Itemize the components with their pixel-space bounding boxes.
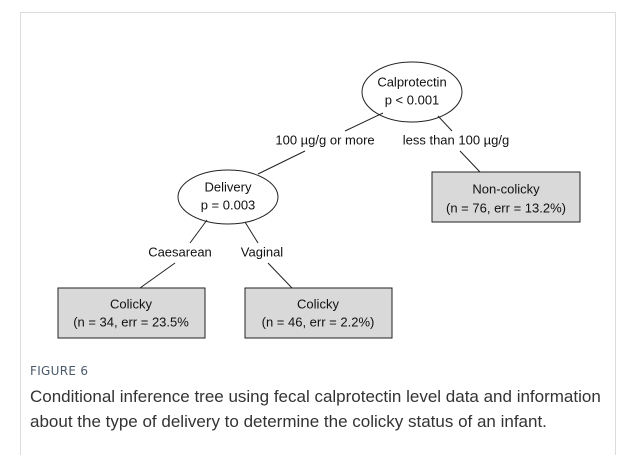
edge-line [459,150,481,173]
edge-line [267,262,293,289]
tree-diagram: 100 µg/g or more less than 100 µg/g Caes… [57,61,581,339]
split-node [361,61,463,123]
node-text: p < 0.001 [385,92,440,107]
figure-caption: Conditional inference tree using fecal c… [30,387,601,431]
node-text: Calprotectin [377,74,446,89]
edge-label: Vaginal [241,244,284,259]
node-text: p = 0.003 [201,197,256,212]
node-text: (n = 46, err = 2.2%) [262,314,375,329]
node-text: (n = 76, err = 13.2%) [446,200,566,215]
edge-line [344,112,384,132]
node-text: Colicky [110,296,152,311]
edge-label: less than 100 µg/g [403,132,510,147]
leaf-node [244,287,393,339]
edge-line [139,262,176,289]
figure-label: FIGURE 6 [30,364,89,378]
leaf-node [57,287,206,339]
edge-line [189,219,208,244]
edge-line [257,150,306,175]
edge-line [437,115,453,132]
edge-line [244,221,259,244]
edge-label: 100 µg/g or more [275,132,374,147]
node-text: Colicky [297,296,339,311]
figure-frame [20,12,616,455]
node-text: Non-colicky [472,181,540,196]
split-node [177,169,279,225]
leaf-node [431,171,581,223]
edge-label: Caesarean [148,244,212,259]
node-text: Delivery [205,179,252,194]
node-text: (n = 34, err = 23.5% [73,314,189,329]
